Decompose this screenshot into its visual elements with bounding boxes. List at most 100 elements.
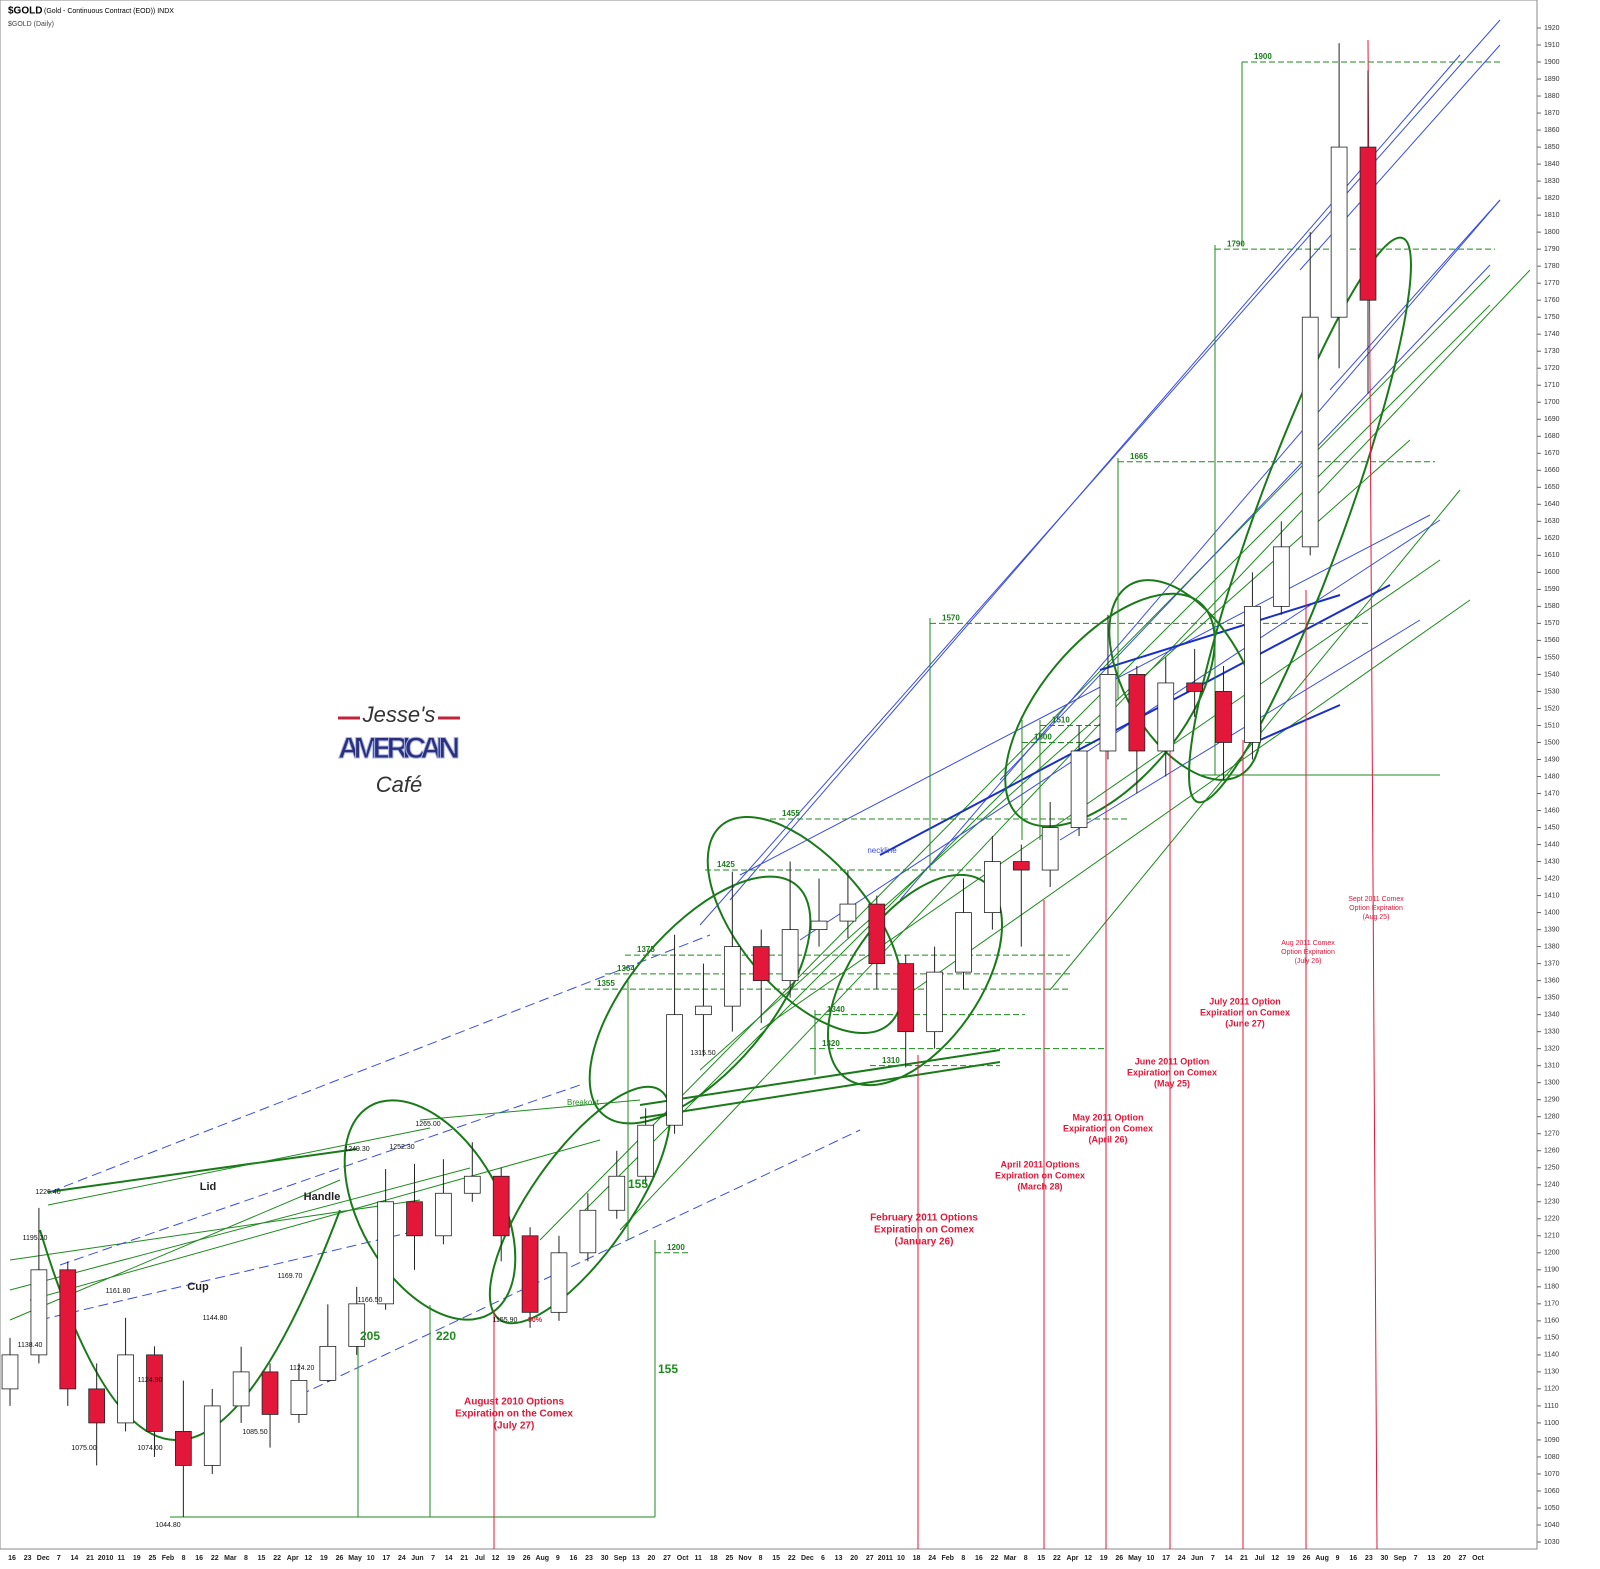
logo-bottom: Café bbox=[376, 772, 422, 797]
candle-body bbox=[695, 1005, 712, 1016]
expiration-note: (January 26) bbox=[895, 1237, 954, 1248]
x-tick-label: 20 bbox=[1443, 1555, 1451, 1562]
price-label: 1249.30 bbox=[344, 1146, 369, 1153]
price-label: 1226.40 bbox=[35, 1189, 60, 1196]
x-tick-label: 20 bbox=[850, 1555, 858, 1562]
x-tick-label: 22 bbox=[1053, 1555, 1061, 1562]
annotation: 155 bbox=[628, 1177, 648, 1191]
y-tick-label: 1370 bbox=[1544, 960, 1560, 967]
expiration-note: Expiration on Comex bbox=[1063, 1123, 1153, 1133]
expiration-note: Expiration on Comex bbox=[874, 1225, 974, 1236]
x-tick-label: 10 bbox=[897, 1555, 905, 1562]
price-label: 1252.30 bbox=[389, 1144, 414, 1151]
x-tick-label: 16 bbox=[195, 1555, 203, 1562]
x-tick-label: 24 bbox=[928, 1555, 936, 1562]
y-tick-label: 1900 bbox=[1544, 59, 1560, 66]
x-tick-label: 13 bbox=[1427, 1555, 1435, 1562]
candle-body bbox=[261, 1371, 279, 1415]
y-tick-label: 1440 bbox=[1544, 841, 1560, 848]
expiration-note: (July 27) bbox=[494, 1421, 535, 1432]
candle-body bbox=[1215, 691, 1232, 743]
y-tick-label: 1720 bbox=[1544, 365, 1560, 372]
y-tick-label: 1360 bbox=[1544, 977, 1560, 984]
price-label: 1144.80 bbox=[203, 1315, 228, 1322]
x-tick-label: 26 bbox=[1115, 1555, 1123, 1562]
x-tick-label: Sep bbox=[1394, 1555, 1407, 1562]
expiration-note: Expiration on Comex bbox=[1127, 1067, 1217, 1077]
y-tick-label: 1670 bbox=[1544, 450, 1560, 457]
x-tick-label: 19 bbox=[507, 1555, 515, 1562]
x-tick-label: 27 bbox=[663, 1555, 671, 1562]
candle-body bbox=[319, 1345, 337, 1381]
annotation: neckline bbox=[867, 846, 897, 855]
candle-body bbox=[1244, 605, 1261, 743]
x-tick-label: 18 bbox=[710, 1555, 718, 1562]
expiration-note: Option Expiration bbox=[1349, 905, 1403, 912]
level-label: 1320 bbox=[822, 1039, 840, 1048]
candle-body bbox=[608, 1175, 626, 1211]
level-label: 1425 bbox=[717, 860, 735, 869]
y-tick-label: 1150 bbox=[1544, 1335, 1559, 1342]
y-tick-label: 1610 bbox=[1544, 552, 1560, 559]
x-tick-label: 16 bbox=[975, 1555, 983, 1562]
y-tick-label: 1480 bbox=[1544, 773, 1560, 780]
expiration-note: August 2010 Options bbox=[464, 1397, 564, 1408]
y-tick-label: 1380 bbox=[1544, 943, 1560, 950]
x-tick-label: 24 bbox=[1178, 1555, 1186, 1562]
y-tick-label: 1230 bbox=[1544, 1199, 1560, 1206]
x-tick-label: 16 bbox=[1349, 1555, 1357, 1562]
x-tick-label: 14 bbox=[445, 1555, 453, 1562]
candle-body bbox=[637, 1124, 655, 1177]
expiration-note: (April 26) bbox=[1088, 1134, 1127, 1144]
x-tick-label: 22 bbox=[273, 1555, 281, 1562]
x-tick-label: Jul bbox=[475, 1555, 485, 1562]
candle-body bbox=[463, 1175, 481, 1194]
x-tick-label: 21 bbox=[460, 1555, 468, 1562]
x-tick-label: 2011 bbox=[878, 1555, 893, 1562]
level-label: 1364 bbox=[617, 964, 635, 973]
y-tick-label: 1860 bbox=[1544, 127, 1560, 134]
candle-body bbox=[1, 1354, 19, 1390]
candle-body bbox=[666, 1014, 683, 1126]
candle-body bbox=[926, 971, 943, 1033]
annotation: Cup bbox=[187, 1281, 209, 1293]
candle-body bbox=[1330, 146, 1348, 318]
y-tick-label: 1690 bbox=[1544, 416, 1560, 423]
y-tick-label: 1460 bbox=[1544, 807, 1560, 814]
y-tick-label: 1560 bbox=[1544, 637, 1560, 644]
x-tick-label: Jun bbox=[411, 1555, 423, 1562]
x-tick-label: 15 bbox=[772, 1555, 780, 1562]
x-tick-label: 25 bbox=[726, 1555, 734, 1562]
y-tick-label: 1430 bbox=[1544, 858, 1560, 865]
x-tick-label: Sep bbox=[614, 1555, 627, 1562]
y-tick-label: 1510 bbox=[1544, 722, 1560, 729]
y-tick-label: 1910 bbox=[1544, 42, 1560, 49]
x-tick-label: Apr bbox=[1066, 1555, 1078, 1562]
annotation: 205 bbox=[360, 1329, 380, 1343]
y-tick-label: 1260 bbox=[1544, 1148, 1560, 1155]
x-tick-label: 23 bbox=[1365, 1555, 1373, 1562]
y-tick-label: 1570 bbox=[1544, 620, 1560, 627]
price-label: 1315.50 bbox=[690, 1050, 715, 1057]
annotation: 220 bbox=[436, 1329, 456, 1343]
x-tick-label: 26 bbox=[336, 1555, 344, 1562]
x-tick-label: 12 bbox=[304, 1555, 312, 1562]
price-label: 1075.00 bbox=[71, 1445, 96, 1452]
y-tick-label: 1710 bbox=[1544, 382, 1560, 389]
x-tick-label: Oct bbox=[677, 1555, 689, 1562]
y-tick-label: 1340 bbox=[1544, 1011, 1560, 1018]
y-tick-label: 1470 bbox=[1544, 790, 1560, 797]
x-tick-label: 7 bbox=[431, 1555, 435, 1562]
candle-body bbox=[550, 1252, 568, 1313]
level-label: 1790 bbox=[1227, 239, 1245, 248]
x-tick-label: 19 bbox=[1287, 1555, 1295, 1562]
candle-body bbox=[579, 1209, 597, 1254]
level-label: 1340 bbox=[827, 1005, 845, 1014]
price-label: 1044.80 bbox=[155, 1522, 180, 1529]
y-tick-label: 1280 bbox=[1544, 1114, 1560, 1121]
candle-body bbox=[868, 903, 886, 965]
x-tick-label: 14 bbox=[1225, 1555, 1233, 1562]
y-tick-label: 1530 bbox=[1544, 688, 1560, 695]
x-tick-label: 30 bbox=[1381, 1555, 1389, 1562]
